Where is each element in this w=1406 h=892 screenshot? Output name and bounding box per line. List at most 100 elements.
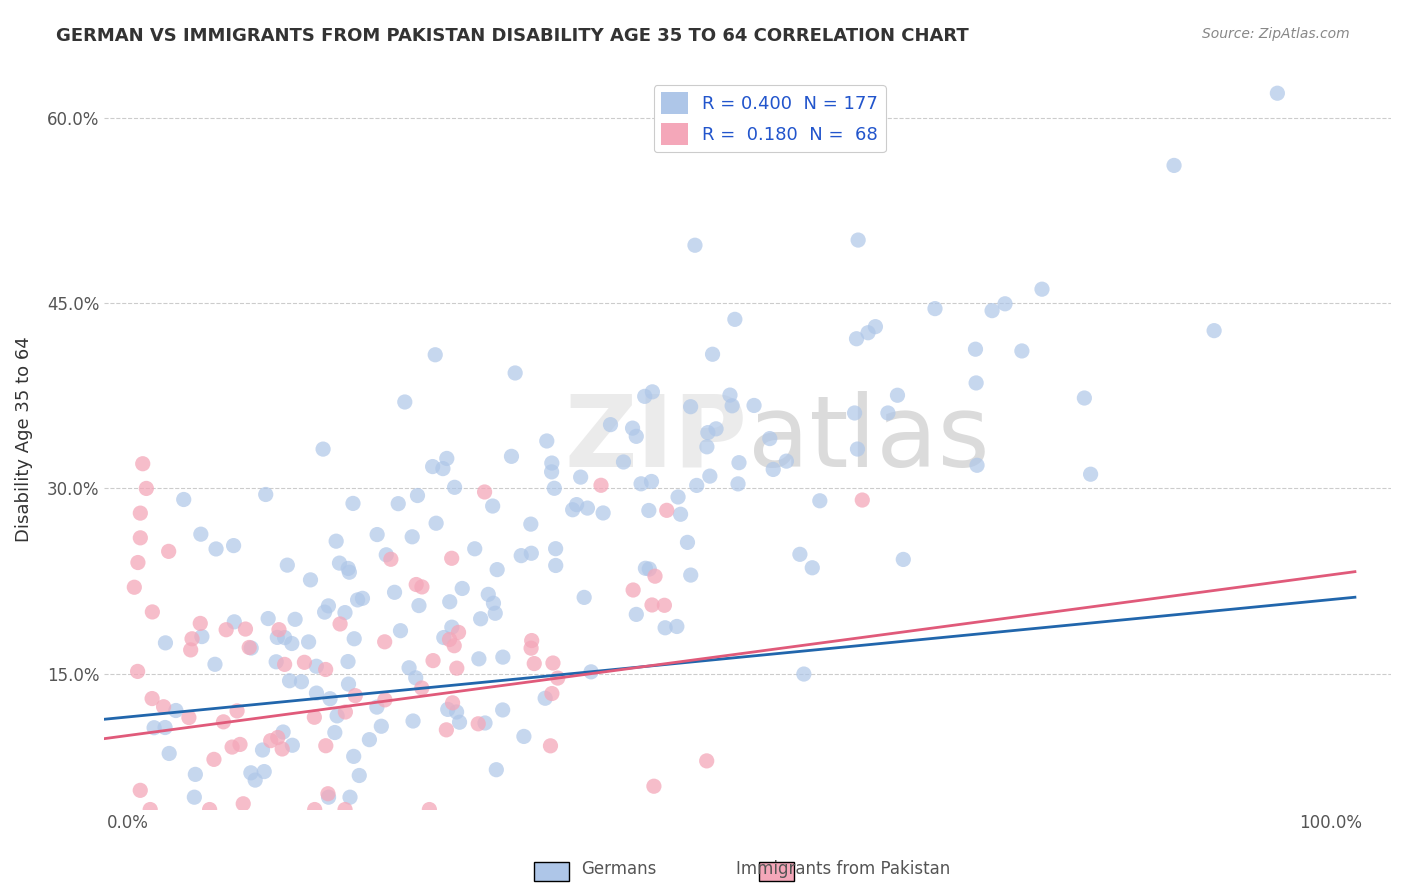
Point xyxy=(267,623,290,637)
Point xyxy=(634,561,657,575)
Point xyxy=(846,233,869,247)
Point xyxy=(408,599,430,613)
Point xyxy=(239,765,262,780)
Point xyxy=(523,657,546,671)
Point xyxy=(202,752,225,766)
Point xyxy=(434,723,457,737)
Point xyxy=(621,582,644,597)
Point xyxy=(394,395,416,409)
Point xyxy=(443,639,465,653)
Point xyxy=(343,749,366,764)
Point xyxy=(411,681,433,695)
Point xyxy=(1011,343,1033,358)
Point xyxy=(243,773,266,788)
Point xyxy=(284,612,307,626)
Point xyxy=(640,475,662,489)
Point xyxy=(846,442,869,456)
Point xyxy=(704,422,727,436)
Point xyxy=(669,508,692,522)
Text: Germans: Germans xyxy=(581,860,657,878)
Point xyxy=(204,657,226,672)
Text: GERMAN VS IMMIGRANTS FROM PAKISTAN DISABILITY AGE 35 TO 64 CORRELATION CHART: GERMAN VS IMMIGRANTS FROM PAKISTAN DISAB… xyxy=(56,27,969,45)
Point xyxy=(541,656,564,670)
Point xyxy=(323,725,346,739)
Point xyxy=(775,454,797,468)
Point xyxy=(305,659,328,673)
Point xyxy=(384,585,406,599)
Point xyxy=(626,607,648,622)
Point xyxy=(436,451,458,466)
Point xyxy=(447,625,470,640)
Point xyxy=(221,740,243,755)
Point xyxy=(318,790,340,805)
Point xyxy=(325,534,347,549)
Point xyxy=(541,687,564,701)
Point xyxy=(405,671,427,685)
Point xyxy=(520,546,543,560)
Point xyxy=(129,506,152,520)
Point xyxy=(440,620,463,634)
Point xyxy=(226,704,249,718)
Point xyxy=(665,619,688,633)
Point xyxy=(637,503,659,517)
Point xyxy=(418,803,440,817)
Point xyxy=(886,388,908,402)
Point xyxy=(143,721,166,735)
Point xyxy=(153,721,176,735)
Point xyxy=(273,657,295,672)
Point xyxy=(589,478,612,492)
Point xyxy=(335,705,357,719)
Point xyxy=(965,342,987,356)
Point xyxy=(851,493,873,508)
Point xyxy=(337,677,360,691)
Point xyxy=(440,551,463,566)
Point xyxy=(297,635,319,649)
Point xyxy=(966,458,988,473)
Point xyxy=(484,607,506,621)
Point xyxy=(513,730,536,744)
Point xyxy=(183,790,205,805)
Point xyxy=(422,654,444,668)
Point xyxy=(699,469,721,483)
Point xyxy=(366,527,388,541)
Point xyxy=(432,461,454,475)
Point xyxy=(257,611,280,625)
Point xyxy=(561,502,583,516)
Point xyxy=(579,665,602,679)
Point xyxy=(877,406,900,420)
Point xyxy=(503,366,526,380)
Point xyxy=(229,738,252,752)
Point xyxy=(252,743,274,757)
Point xyxy=(481,499,503,513)
Point xyxy=(1080,467,1102,482)
Point xyxy=(486,563,509,577)
Point xyxy=(793,667,815,681)
Point xyxy=(679,400,702,414)
Legend: R = 0.400  N = 177, R =  0.180  N =  68: R = 0.400 N = 177, R = 0.180 N = 68 xyxy=(654,85,886,153)
Text: ZIP: ZIP xyxy=(565,391,748,488)
Point xyxy=(215,623,238,637)
Point xyxy=(540,465,562,479)
Point xyxy=(1163,158,1185,172)
Point xyxy=(374,693,396,707)
Point xyxy=(655,503,678,517)
Point xyxy=(1267,87,1289,101)
Point xyxy=(238,640,260,655)
Point xyxy=(328,556,350,570)
Point xyxy=(333,606,356,620)
Point xyxy=(536,434,558,448)
Point xyxy=(492,703,515,717)
Point xyxy=(380,552,402,566)
Point xyxy=(696,754,718,768)
Point xyxy=(547,671,569,685)
Point xyxy=(510,549,533,563)
Point xyxy=(441,696,464,710)
Point xyxy=(188,616,211,631)
Point xyxy=(1073,391,1095,405)
Point xyxy=(127,556,149,570)
Point xyxy=(544,541,567,556)
Point xyxy=(235,622,257,636)
Point xyxy=(644,569,666,583)
Text: Immigrants from Pakistan: Immigrants from Pakistan xyxy=(737,860,950,878)
Point xyxy=(981,303,1004,318)
